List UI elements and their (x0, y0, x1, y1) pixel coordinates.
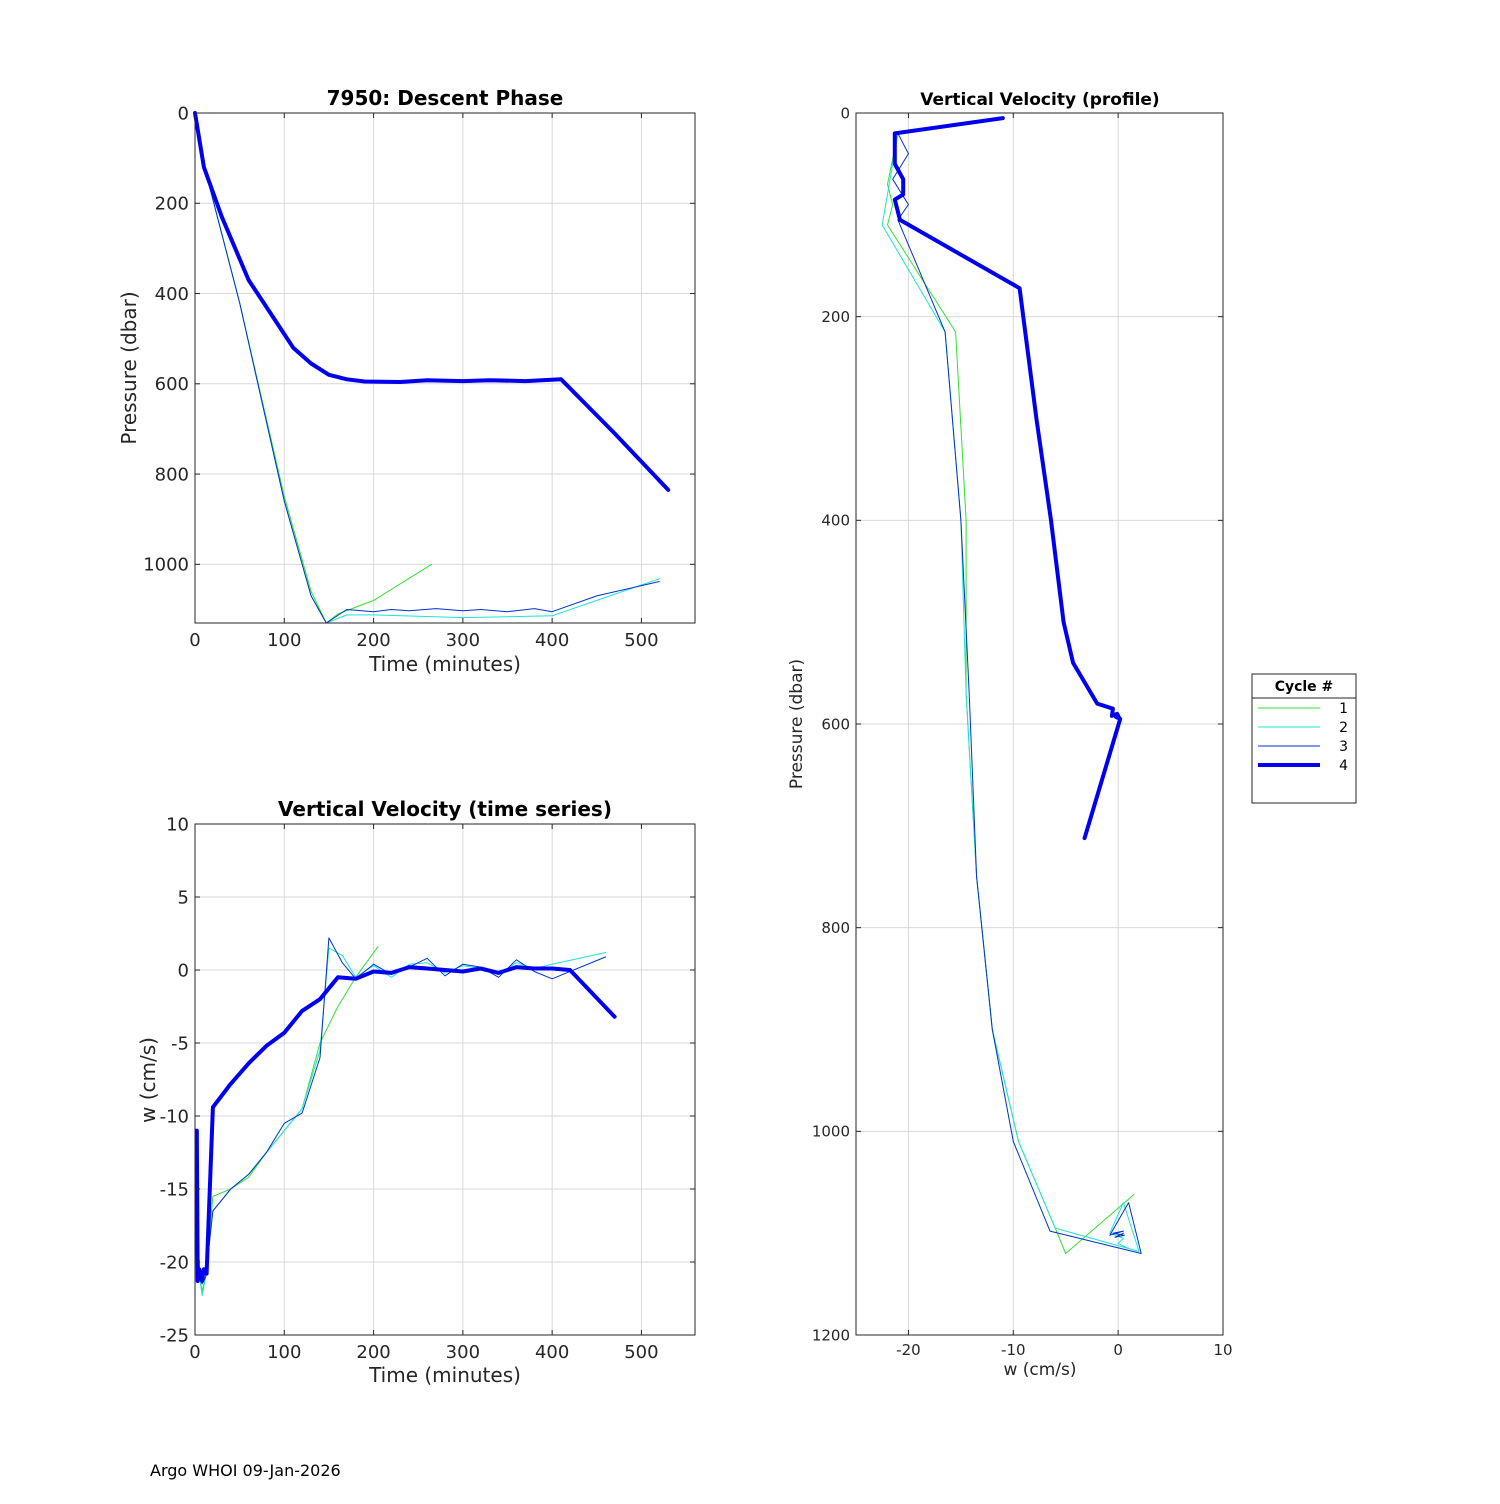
series-group (193, 111, 671, 624)
x-tick-label: -10 (1001, 1341, 1026, 1359)
series-line-cycle-4 (193, 111, 671, 492)
series-group (194, 937, 617, 1297)
y-tick-label: 200 (821, 308, 850, 326)
series-line-cycle-4 (892, 116, 1123, 841)
legend: Cycle # 1 2 3 4 (1251, 673, 1357, 804)
x-tick-label: 500 (624, 1342, 658, 1363)
y-tick-label: -10 (160, 1106, 189, 1127)
legend-label-cycle-1: 1 (1339, 701, 1348, 717)
tick-labels: 0 100 200 300 400 500 10 5 0 -5 -10 -15 -20 -25 (160, 814, 695, 1363)
x-tick-label: 300 (446, 1342, 480, 1363)
series-line-cycle-3 (892, 132, 1142, 1254)
chart-title: 7950: Descent Phase (327, 86, 564, 110)
y-tick-label: 400 (821, 512, 850, 530)
series-line-cycle-3 (194, 112, 660, 624)
chart-title: Vertical Velocity (time series) (278, 797, 612, 821)
vertical-velocity-time-series-chart: 0 100 200 300 400 500 10 5 0 -5 -10 -15 -20 -25 Verti… (136, 797, 696, 1387)
x-tick-label: 200 (356, 630, 390, 651)
legend-label-cycle-2: 2 (1339, 720, 1348, 736)
y-axis-label: w (cm/s) (136, 1037, 160, 1123)
y-tick-label: 800 (821, 919, 850, 937)
series-line-cycle-4 (194, 965, 617, 1283)
series-line-cycle-2 (881, 132, 1140, 1252)
y-tick-label: 600 (155, 374, 189, 395)
y-tick-label: 5 (178, 887, 189, 908)
legend-label-cycle-4: 4 (1339, 758, 1348, 774)
y-tick-label: 0 (178, 960, 189, 981)
legend-box (1251, 673, 1357, 804)
series-line-cycle-2 (196, 947, 607, 1297)
descent-phase-chart: 0 100 200 300 400 500 0 200 400 600 800 1000 7950: … (117, 86, 696, 676)
x-tick-label: 500 (624, 630, 658, 651)
series-line-cycle-2 (194, 112, 660, 624)
x-axis-label: Time (minutes) (368, 652, 521, 676)
footer-credit: Argo WHOI 09-Jan-2026 (150, 1461, 341, 1480)
grid (856, 112, 1224, 1336)
x-tick-label: 100 (267, 630, 301, 651)
x-axis-label: w (cm/s) (1003, 1360, 1076, 1380)
legend-label-cycle-3: 3 (1339, 739, 1348, 755)
tick-labels: 0 100 200 300 400 500 0 200 400 600 800 1000 (143, 103, 695, 651)
series-line-cycle-1 (194, 112, 433, 624)
legend-entries: 1 2 3 4 (1258, 701, 1348, 774)
grid (194, 823, 695, 1336)
y-tick-label: 1200 (812, 1326, 850, 1344)
y-tick-label: 800 (155, 464, 189, 485)
y-tick-label: 10 (166, 814, 189, 835)
plot-frame (194, 112, 696, 624)
y-tick-label: 1000 (143, 555, 189, 576)
series-line-cycle-1 (887, 132, 1135, 1254)
x-tick-label: 300 (446, 630, 480, 651)
x-tick-label: -20 (896, 1341, 921, 1359)
y-tick-label: 0 (840, 104, 850, 122)
y-tick-label: 400 (155, 284, 189, 305)
series-group (881, 116, 1142, 1254)
x-tick-label: 0 (1113, 1341, 1123, 1359)
x-tick-label: 400 (535, 1342, 569, 1363)
y-axis-label: Pressure (dbar) (787, 659, 807, 789)
plot-frame (194, 823, 696, 1336)
y-tick-label: -20 (160, 1252, 189, 1273)
y-axis-label: Pressure (dbar) (117, 291, 141, 444)
x-tick-label: 0 (189, 630, 200, 651)
x-tick-label: 400 (535, 630, 569, 651)
x-tick-label: 200 (356, 1342, 390, 1363)
y-tick-label: -5 (171, 1033, 189, 1054)
x-axis-label: Time (minutes) (368, 1363, 521, 1387)
grid (194, 112, 695, 623)
y-tick-label: 1000 (812, 1123, 850, 1141)
x-tick-label: 0 (189, 1342, 200, 1363)
chart-title: Vertical Velocity (profile) (920, 90, 1159, 110)
y-tick-label: 0 (178, 103, 189, 124)
legend-title: Cycle # (1275, 679, 1334, 695)
y-tick-label: 600 (821, 715, 850, 733)
y-tick-label: -25 (160, 1325, 189, 1346)
x-tick-label: 100 (267, 1342, 301, 1363)
x-tick-label: 10 (1213, 1341, 1232, 1359)
series-line-cycle-1 (196, 946, 379, 1292)
series-line-cycle-3 (196, 937, 607, 1285)
y-tick-label: 200 (155, 194, 189, 215)
y-tick-label: -15 (160, 1179, 189, 1200)
